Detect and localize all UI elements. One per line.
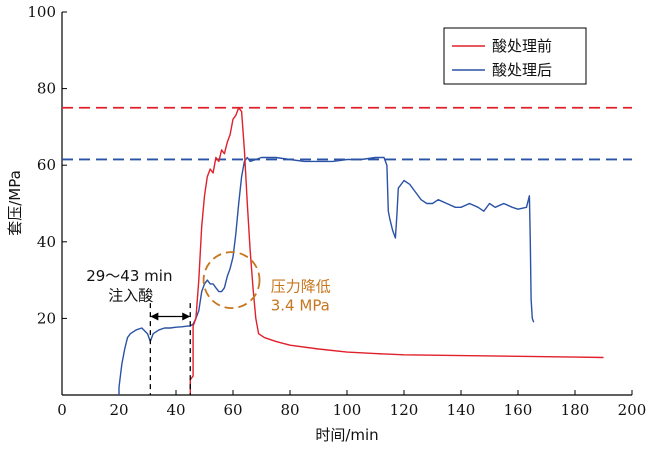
series-line-after — [118, 156, 535, 395]
legend-box — [443, 27, 587, 85]
x-tick-label: 40 — [166, 401, 185, 419]
y-tick-label: 60 — [37, 156, 56, 174]
x-tick-label: 160 — [504, 401, 533, 419]
x-tick-label: 200 — [618, 401, 647, 419]
y-tick-label: 100 — [27, 3, 56, 21]
y-tick-label: 40 — [37, 233, 56, 251]
reference-lines — [62, 106, 632, 161]
series-line-before — [189, 107, 604, 395]
y-ticks: 20 40 60 80 100 — [27, 3, 67, 327]
injection-arrow-head-left — [150, 312, 159, 321]
legend-label-before: 酸处理前 — [492, 37, 552, 55]
x-tick-label: 0 — [57, 401, 67, 419]
x-tick-label: 180 — [561, 401, 590, 419]
series-layer — [118, 107, 604, 395]
x-tick-label: 60 — [223, 401, 242, 419]
y-tick-label: 20 — [37, 309, 56, 327]
x-tick-label: 100 — [333, 401, 362, 419]
x-axis-title: 时间/min — [315, 426, 378, 444]
y-axis-title: 套压/MPa — [6, 170, 24, 236]
legend: 酸处理前 酸处理后 — [443, 27, 587, 85]
pressure-drop-line1: 压力降低 — [271, 278, 331, 296]
injection-arrow-head-right — [182, 312, 191, 321]
injection-annotation-line2: 注入酸 — [108, 286, 153, 304]
x-tick-label: 80 — [280, 401, 299, 419]
injection-annotation-line1: 29～43 min — [86, 267, 172, 285]
pressure-drop-circle — [202, 251, 261, 310]
x-tick-label: 140 — [447, 401, 476, 419]
x-tick-label: 120 — [390, 401, 419, 419]
x-tick-label: 20 — [109, 401, 128, 419]
pressure-drop-line2: 3.4 MPa — [271, 297, 330, 315]
x-ticks: 0 20 40 60 80 100 120 140 160 180 200 — [57, 390, 646, 419]
y-tick-label: 80 — [37, 80, 56, 98]
legend-label-after: 酸处理后 — [492, 61, 552, 79]
